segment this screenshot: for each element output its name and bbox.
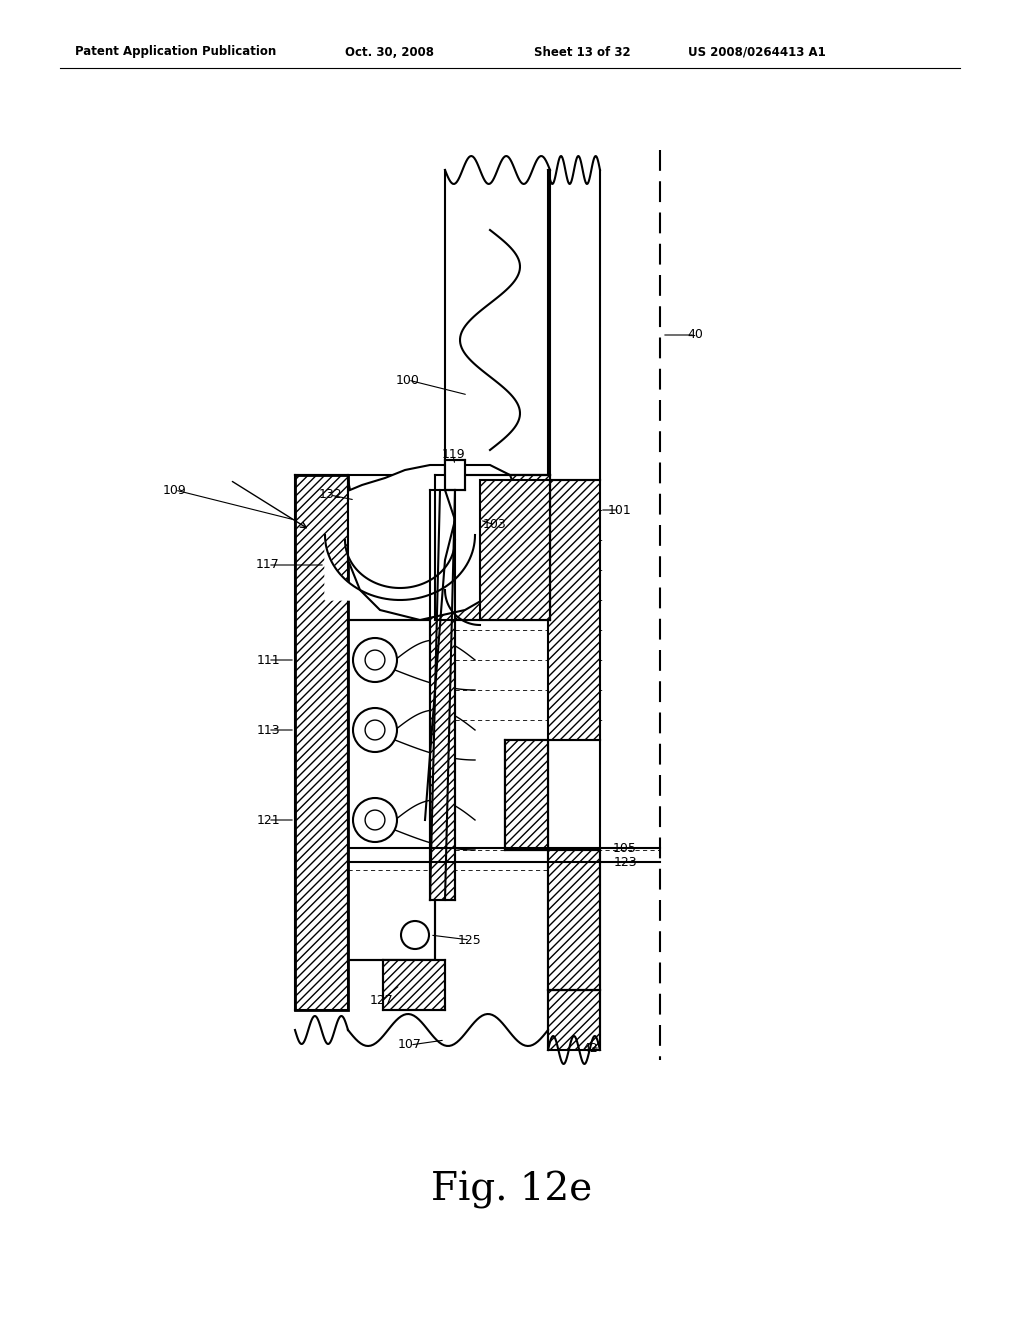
Text: Fig. 12e: Fig. 12e <box>431 1171 593 1209</box>
Text: 40: 40 <box>687 329 702 342</box>
Text: 111: 111 <box>256 653 280 667</box>
Text: Patent Application Publication: Patent Application Publication <box>75 45 276 58</box>
Text: 119: 119 <box>441 449 465 462</box>
Bar <box>295 475 348 1010</box>
Bar <box>348 620 435 960</box>
Polygon shape <box>325 535 475 601</box>
Bar <box>435 475 550 620</box>
Text: 121: 121 <box>256 813 280 826</box>
Text: 42: 42 <box>582 1041 598 1055</box>
Polygon shape <box>348 465 520 620</box>
Text: 123: 123 <box>613 855 637 869</box>
Text: 101: 101 <box>608 503 632 516</box>
Text: Sheet 13 of 32: Sheet 13 of 32 <box>534 45 631 58</box>
Text: 113: 113 <box>256 723 280 737</box>
Bar <box>505 741 548 850</box>
Bar <box>548 990 600 1049</box>
Text: 109: 109 <box>163 483 186 496</box>
Text: 125: 125 <box>458 933 482 946</box>
Circle shape <box>353 799 397 842</box>
Text: 132: 132 <box>318 488 342 502</box>
Bar <box>548 480 600 741</box>
Circle shape <box>401 921 429 949</box>
Text: Oct. 30, 2008: Oct. 30, 2008 <box>345 45 434 58</box>
Text: 105: 105 <box>613 842 637 854</box>
Text: 100: 100 <box>396 374 420 387</box>
Circle shape <box>366 810 385 830</box>
Text: 107: 107 <box>398 1039 422 1052</box>
Circle shape <box>353 708 397 752</box>
Bar <box>505 741 548 850</box>
Bar <box>480 480 550 620</box>
Text: 103: 103 <box>483 519 507 532</box>
Text: 127: 127 <box>370 994 394 1006</box>
Circle shape <box>366 721 385 741</box>
Bar <box>383 960 445 1010</box>
Polygon shape <box>430 490 455 900</box>
Circle shape <box>353 638 397 682</box>
Bar <box>548 850 600 990</box>
Text: 117: 117 <box>256 558 280 572</box>
Circle shape <box>366 651 385 671</box>
Bar <box>445 459 465 490</box>
Text: US 2008/0264413 A1: US 2008/0264413 A1 <box>688 45 825 58</box>
